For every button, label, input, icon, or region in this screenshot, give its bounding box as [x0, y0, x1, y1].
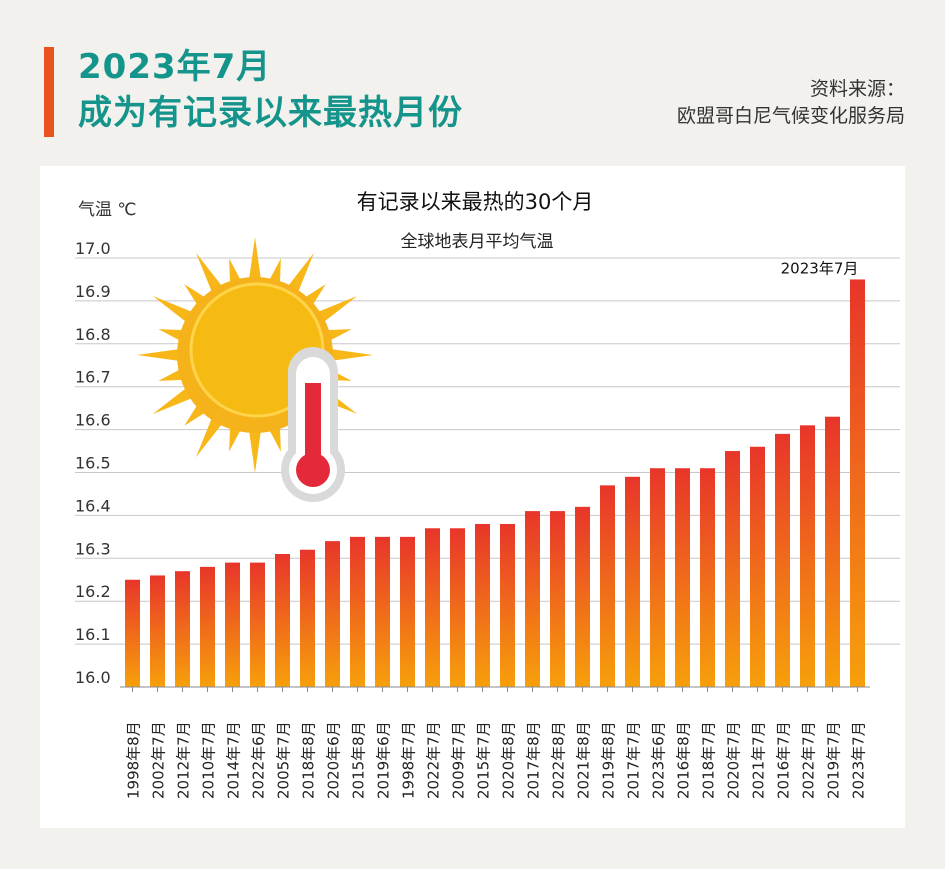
x-tick-label: 2009年7月 — [450, 721, 468, 799]
y-tick-label: 16.5 — [75, 454, 111, 473]
title-line-2: 成为有记录以来最热月份 — [78, 93, 463, 133]
bar — [400, 536, 415, 687]
x-tick-label: 2018年8月 — [300, 721, 318, 799]
x-tick-label: 2022年6月 — [250, 721, 268, 799]
y-tick-label: 16.1 — [75, 625, 111, 644]
x-tick-label: 2017年7月 — [625, 721, 643, 799]
source-name: 欧盟哥白尼气候变化服务局 — [676, 105, 905, 127]
thermometer-icon — [281, 347, 345, 502]
bar — [725, 451, 740, 687]
y-tick-label: 16.4 — [75, 496, 111, 515]
sun-ray — [152, 296, 197, 325]
bar-highlight — [850, 279, 865, 687]
x-axis-ticks — [132, 687, 858, 692]
bar — [675, 468, 690, 687]
x-tick-label: 2014年7月 — [225, 721, 243, 799]
x-tick-label: 2023年6月 — [650, 721, 668, 799]
bar — [600, 485, 615, 687]
x-tick-label: 2015年8月 — [350, 721, 368, 799]
bar — [350, 536, 365, 687]
bar — [275, 554, 290, 687]
bars — [125, 279, 865, 687]
highlight-annotation: 2023年7月 — [781, 259, 859, 277]
x-tick-label: 2015年7月 — [475, 721, 493, 799]
bar — [825, 416, 840, 687]
page-title: 2023年7月 成为有记录以来最热月份 — [78, 44, 463, 136]
bar — [125, 579, 140, 687]
bar — [750, 446, 765, 687]
y-tick-label: 16.3 — [75, 539, 111, 558]
x-tick-label: 2017年8月 — [525, 721, 543, 799]
x-tick-label: 2021年8月 — [575, 721, 593, 799]
y-tick-label: 16.9 — [75, 282, 111, 301]
x-tick-label: 1998年8月 — [125, 721, 143, 799]
bar — [325, 541, 340, 687]
chart-title: 有记录以来最热的30个月 — [357, 190, 594, 214]
bar — [375, 536, 390, 687]
bar — [575, 506, 590, 687]
sun-icon — [137, 237, 373, 473]
y-tick-label: 17.0 — [75, 239, 111, 258]
x-tick-label: 2022年8月 — [550, 721, 568, 799]
title-accent-bar — [44, 47, 54, 137]
x-tick-label: 1998年7月 — [400, 721, 418, 799]
source-note: 资料来源： 欧盟哥白尼气候变化服务局 — [677, 76, 905, 130]
x-tick-label: 2022年7月 — [800, 721, 818, 799]
source-label: 资料来源： — [809, 78, 905, 100]
x-tick-label: 2005年7月 — [275, 721, 293, 799]
x-tick-label: 2020年6月 — [325, 721, 343, 799]
bar — [200, 566, 215, 687]
bar — [300, 549, 315, 687]
x-tick-label: 2020年7月 — [725, 721, 743, 799]
sun-ray — [196, 252, 225, 297]
y-tick-label: 16.2 — [75, 582, 111, 601]
x-tick-label: 2016年8月 — [675, 721, 693, 799]
x-tick-label: 2016年7月 — [775, 721, 793, 799]
bar — [550, 511, 565, 687]
bar — [525, 511, 540, 687]
title-line-1: 2023年7月 — [78, 47, 272, 87]
x-tick-label: 2019年8月 — [600, 721, 618, 799]
x-tick-label: 2012年7月 — [175, 721, 193, 799]
chart-subtitle: 全球地表月平均气温 — [401, 232, 554, 252]
y-tick-label: 16.8 — [75, 325, 111, 344]
x-tick-label: 2020年8月 — [500, 721, 518, 799]
bar — [650, 468, 665, 687]
x-tick-label: 2019年6月 — [375, 721, 393, 799]
sun-ray — [248, 237, 262, 284]
x-tick-label: 2023年7月 — [850, 721, 868, 799]
bar — [450, 528, 465, 687]
x-tick-label: 2021年7月 — [750, 721, 768, 799]
y-tick-label: 16.0 — [75, 668, 111, 687]
y-axis-label: 气温 ℃ — [78, 200, 137, 220]
sun-ray — [152, 385, 197, 414]
bar — [425, 528, 440, 687]
sun-ray — [137, 348, 184, 362]
x-tick-label: 2022年7月 — [425, 721, 443, 799]
bar — [700, 468, 715, 687]
y-tick-label: 16.6 — [75, 411, 111, 430]
sun-ray — [285, 252, 314, 297]
bar — [800, 425, 815, 687]
bar — [250, 562, 265, 687]
bar — [175, 571, 190, 687]
bar — [225, 562, 240, 687]
y-axis-ticks: 16.0 16.1 16.2 16.3 16.4 16.5 16.6 16.7 16.8 16.9… — [75, 239, 111, 687]
x-tick-label: 2010年7月 — [200, 721, 218, 799]
sun-ray — [196, 413, 225, 458]
x-tick-label: 2019年7月 — [825, 721, 843, 799]
y-tick-label: 16.7 — [75, 368, 111, 387]
sun-ray — [326, 348, 373, 362]
x-tick-label: 2018年7月 — [700, 721, 718, 799]
sun-ray — [248, 426, 262, 473]
x-axis-labels: 1998年8月 2002年7月 2012年7月 2010年7月 2014年7月 2022年… — [125, 721, 868, 799]
bar — [775, 433, 790, 687]
bar — [475, 523, 490, 687]
x-tick-label: 2002年7月 — [150, 721, 168, 799]
bar — [625, 476, 640, 687]
sun-ray — [313, 296, 358, 325]
bar — [150, 575, 165, 687]
bar — [500, 523, 515, 687]
